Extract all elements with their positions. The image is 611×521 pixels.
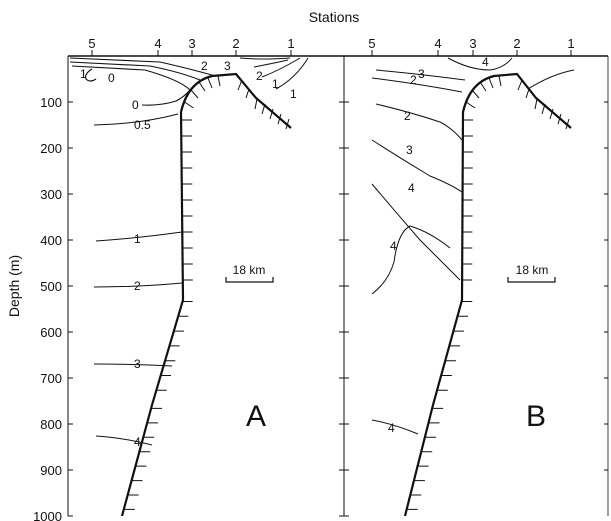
- panel-a-letter: A: [246, 400, 266, 433]
- panel-a-scale-label: 18 km: [233, 263, 266, 277]
- depth-tick-100: 100: [40, 95, 62, 110]
- y-axis-label: Depth (m): [6, 255, 22, 317]
- panel-a-contour-label: 1: [290, 87, 297, 101]
- station-label-3b: 3: [469, 36, 476, 51]
- panel-a-contour-label: 4: [134, 435, 141, 449]
- depth-tick-400: 400: [40, 233, 62, 248]
- panel-b-contour-labels: 4 3 2 2 3 4 4 4: [388, 55, 489, 435]
- panel-a-scale-bar: 18 km: [225, 263, 274, 283]
- depth-tick-500: 500: [40, 279, 62, 294]
- panel-a-contour-label: 0: [108, 71, 115, 85]
- panel-a-contour-label: 3: [134, 357, 141, 371]
- panel-b-letter: B: [526, 400, 546, 433]
- station-label-5a: 5: [88, 36, 95, 51]
- depth-tick-1000: 1000: [33, 509, 62, 521]
- panel-a-contour-label: 0.5: [134, 118, 151, 132]
- panel-a-contour-label: 0: [132, 98, 139, 112]
- panel-b-contours: [371, 57, 513, 435]
- panel-b-scale-bar: 18 km: [507, 263, 556, 283]
- panel-b-contour-label: 3: [406, 143, 413, 157]
- station-label-1a: 1: [287, 36, 294, 51]
- panel-b-hatching: [407, 75, 570, 510]
- panel-b-contour-label: 2: [404, 109, 411, 123]
- station-labels: 5 4 3 2 1 5 4 3 2 1: [88, 36, 574, 51]
- panel-a-contour-label: 2: [201, 59, 208, 73]
- depth-tick-700: 700: [40, 371, 62, 386]
- station-label-2a: 2: [232, 36, 239, 51]
- station-label-4a: 4: [154, 36, 161, 51]
- panel-b-seafloor: [403, 69, 575, 516]
- station-label-1b: 1: [567, 36, 574, 51]
- depth-tick-800: 800: [40, 417, 62, 432]
- panel-b-scale-label: 18 km: [516, 263, 549, 277]
- panel-a-contour-label: 1: [134, 232, 141, 246]
- station-label-5b: 5: [368, 36, 375, 51]
- panel-a-contour-label: 2: [134, 279, 141, 293]
- panel-b-contour-label: 4: [390, 239, 397, 253]
- panel-b-contour-label: 4: [388, 421, 395, 435]
- station-label-3a: 3: [188, 36, 195, 51]
- depth-tick-200: 200: [40, 141, 62, 156]
- panel-b-contour-label: 4: [482, 55, 489, 69]
- panel-b: 4 3 2 2 3 4 4 4 18 km B: [371, 55, 575, 516]
- panel-b-contour-label: 4: [408, 181, 415, 195]
- panel-b-contour-label: 3: [418, 67, 425, 81]
- depth-tick-600: 600: [40, 325, 62, 340]
- panel-a-contour-label: 1: [272, 77, 279, 91]
- panel-a-contour-labels: 1 0 2 3 2 1 1 0 0.5 1 2 3 4: [80, 59, 297, 449]
- panel-a-contour-label: 1: [80, 67, 87, 81]
- depth-tick-900: 900: [40, 463, 62, 478]
- station-label-4b: 4: [434, 36, 441, 51]
- panel-b-contour-label: 2: [410, 73, 417, 87]
- depth-tick-300: 300: [40, 187, 62, 202]
- panel-a-contours: [69, 57, 309, 446]
- panel-a-seafloor: [120, 72, 292, 516]
- depth-ticks: [68, 101, 608, 517]
- station-ticks: [91, 50, 572, 56]
- panel-a-hatching: [124, 75, 290, 510]
- station-label-2b: 2: [513, 36, 520, 51]
- diagram-title: Stations: [309, 9, 360, 25]
- panel-a-contour-label: 2: [256, 69, 263, 83]
- depth-axis: 100 200 300 400 500 600 700 800 900 1000: [33, 95, 62, 521]
- panel-a: 1 0 2 3 2 1 1 0 0.5 1 2 3 4 18 km A: [69, 57, 309, 516]
- panel-a-contour-label: 3: [224, 59, 231, 73]
